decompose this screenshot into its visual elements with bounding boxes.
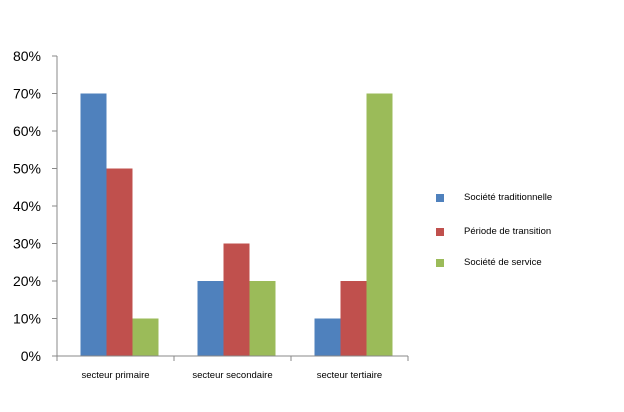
x-tick-label: secteur tertiaire bbox=[317, 370, 382, 381]
bar bbox=[249, 281, 276, 356]
y-tick-label: 80% bbox=[13, 48, 41, 64]
y-tick-label: 30% bbox=[13, 236, 41, 252]
x-tick-label: secteur primaire bbox=[81, 370, 149, 381]
bars bbox=[80, 93, 393, 356]
x-tick-label: secteur secondaire bbox=[192, 370, 272, 381]
legend-swatch bbox=[436, 259, 444, 267]
y-tick-label: 10% bbox=[13, 311, 41, 327]
axes bbox=[52, 55, 409, 361]
bar bbox=[197, 281, 224, 356]
y-tick-label: 70% bbox=[13, 86, 41, 102]
legend-label: Période de transition bbox=[464, 226, 551, 237]
legend-swatch bbox=[436, 194, 444, 202]
bar bbox=[366, 93, 393, 356]
y-axis-ticks: 0% 10% 20% 30% 40% 50% 60% 70% 80% bbox=[13, 48, 41, 364]
bar bbox=[340, 281, 367, 356]
legend-label: Société traditionnelle bbox=[464, 192, 552, 203]
y-tick-label: 50% bbox=[13, 161, 41, 177]
x-axis-ticks: secteur primaire secteur secondaire secteu… bbox=[81, 370, 382, 381]
bar bbox=[80, 93, 107, 356]
y-tick-label: 0% bbox=[21, 348, 41, 364]
legend: Société traditionnelle Période de transit… bbox=[436, 192, 552, 268]
bar bbox=[132, 318, 159, 356]
y-tick-label: 40% bbox=[13, 198, 41, 214]
bar bbox=[223, 243, 250, 356]
bar bbox=[106, 168, 133, 356]
y-tick-label: 60% bbox=[13, 123, 41, 139]
legend-label: Société de service bbox=[464, 257, 542, 268]
legend-swatch bbox=[436, 228, 444, 236]
y-tick-label: 20% bbox=[13, 273, 41, 289]
bar bbox=[314, 318, 341, 356]
